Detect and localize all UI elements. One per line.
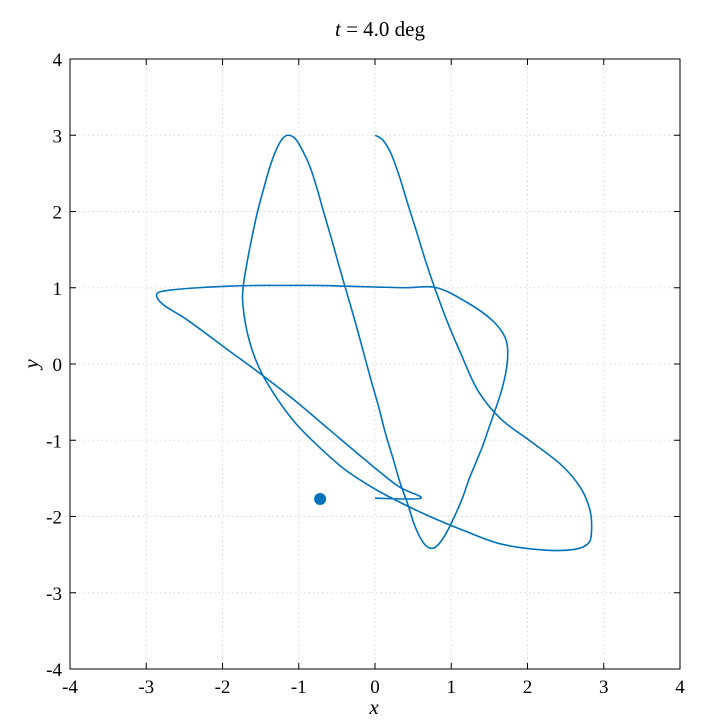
title-variable: t xyxy=(335,17,342,41)
x-tick-label: 1 xyxy=(447,677,457,698)
y-tick-labels: -4 -3 -2 -1 0 1 2 3 4 xyxy=(46,50,62,681)
title-value: = 4.0 deg xyxy=(341,17,426,41)
x-tick-labels: -4 -3 -2 -1 0 1 2 3 4 xyxy=(62,677,685,698)
star-curve-line xyxy=(155,134,593,552)
chart-title: t = 4.0 deg xyxy=(335,17,426,41)
y-tick-label: -1 xyxy=(46,431,62,452)
y-tick-label: 1 xyxy=(53,279,63,300)
grid-lines xyxy=(70,59,680,669)
x-tick-label: 4 xyxy=(675,677,685,698)
x-tick-label: -1 xyxy=(291,677,307,698)
y-tick-label: 2 xyxy=(53,203,63,224)
x-tick-label: -2 xyxy=(215,677,231,698)
y-tick-label: -4 xyxy=(46,660,62,681)
tick-marks xyxy=(69,58,681,670)
y-tick-label: -2 xyxy=(46,508,62,529)
y-tick-label: 0 xyxy=(53,355,63,376)
x-tick-label: 3 xyxy=(599,677,609,698)
y-axis-label: y xyxy=(19,359,43,371)
y-tick-label: 3 xyxy=(53,126,63,147)
x-tick-label: -4 xyxy=(62,677,78,698)
series-layer xyxy=(155,134,593,552)
x-tick-label: -3 xyxy=(138,677,154,698)
x-tick-label: 2 xyxy=(523,677,533,698)
x-tick-label: 0 xyxy=(370,677,380,698)
y-tick-label: 4 xyxy=(53,50,63,71)
x-axis-label: x xyxy=(368,695,379,719)
y-tick-label: -3 xyxy=(46,584,62,605)
current-position-marker xyxy=(314,492,327,505)
